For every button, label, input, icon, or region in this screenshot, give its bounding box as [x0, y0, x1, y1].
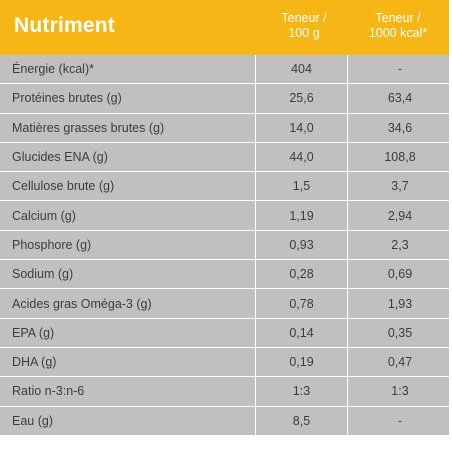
table-row: Ratio n-3:n-6 1:3 1:3	[0, 377, 452, 407]
header-col2-line1: Teneur /	[375, 11, 421, 25]
table-row: Acides gras Oméga-3 (g) 0,78 1,93	[0, 289, 452, 319]
row-label: Glucides ENA (g)	[12, 150, 108, 165]
value-per-100g: 14,0	[255, 113, 347, 142]
value-per-100g: 1,5	[255, 172, 347, 201]
row-label: Calcium (g)	[12, 208, 76, 223]
value-per-100g: 8,5	[255, 406, 347, 435]
row-label: Énergie (kcal)*	[12, 62, 94, 77]
value-per-1000kcal: 1:3	[347, 377, 452, 406]
row-label: Cellulose brute (g)	[12, 179, 115, 194]
value-per-1000kcal: 3,7	[347, 172, 452, 201]
value-per-1000kcal: 0,35	[347, 318, 452, 347]
header-nutriment: Nutriment	[14, 14, 115, 37]
table-row: Phosphore (g) 0,93 2,3	[0, 230, 452, 261]
row-label: Eau (g)	[12, 413, 53, 428]
table-row: Calcium (g) 1,19 2,94	[0, 201, 452, 231]
value-per-100g: 0,28	[255, 260, 347, 289]
row-label: Phosphore (g)	[12, 237, 92, 252]
value-per-100g: 404	[255, 55, 347, 84]
value-per-1000kcal: 108,8	[347, 142, 452, 172]
value-per-1000kcal: 2,94	[347, 201, 452, 230]
row-label: EPA (g)	[12, 325, 55, 340]
value-per-1000kcal: 63,4	[347, 84, 452, 113]
value-per-1000kcal: 0,47	[347, 347, 452, 377]
right-border	[449, 0, 452, 452]
header-col2-line2: 1000 kcal*	[368, 26, 428, 40]
header-col1-line1: Teneur /	[281, 11, 327, 25]
header-per-100g: Teneur / 100 g	[254, 11, 354, 41]
row-label: Matières grasses brutes (g)	[12, 120, 165, 135]
row-label: DHA (g)	[12, 355, 57, 370]
value-per-1000kcal: 34,6	[347, 113, 452, 142]
row-label: Protéines brutes (g)	[12, 91, 122, 106]
table-row: EPA (g) 0,14 0,35	[0, 318, 452, 348]
value-per-100g: 44,0	[255, 142, 347, 172]
value-per-100g: 25,6	[255, 84, 347, 113]
row-label: Sodium (g)	[12, 267, 74, 282]
table-row: Énergie (kcal)* 404-	[0, 55, 452, 85]
value-per-100g: 1:3	[255, 377, 347, 406]
table-body: Énergie (kcal)* 404- Protéines brutes (g) 2…	[0, 55, 452, 436]
table-row: Glucides ENA (g) 44,0 108,8	[0, 142, 452, 173]
value-per-100g: 0,78	[255, 289, 347, 318]
table-row: DHA (g) 0,19 0,47	[0, 347, 452, 378]
value-per-1000kcal: -	[347, 406, 452, 435]
table-header: Nutriment Teneur / 100 g Teneur / 1000 k…	[0, 0, 452, 55]
value-per-1000kcal: -	[347, 55, 452, 84]
value-per-100g: 1,19	[255, 201, 347, 230]
row-label: Acides gras Oméga-3 (g)	[12, 296, 152, 311]
table-row: Cellulose brute (g) 1,5 3,7	[0, 172, 452, 202]
value-per-1000kcal: 1,93	[347, 289, 452, 318]
header-col1-line2: 100 g	[288, 26, 320, 40]
header-per-1000kcal: Teneur / 1000 kcal*	[348, 11, 448, 41]
row-label: Ratio n-3:n-6	[12, 384, 85, 399]
value-per-100g: 0,14	[255, 318, 347, 347]
table-row: Sodium (g) 0,28 0,69	[0, 260, 452, 290]
value-per-1000kcal: 2,3	[347, 230, 452, 260]
value-per-1000kcal: 0,69	[347, 260, 452, 289]
table-row: Eau (g) 8,5-	[0, 406, 452, 436]
table-row: Protéines brutes (g) 25,6 63,4	[0, 84, 452, 114]
value-per-100g: 0,19	[255, 347, 347, 377]
table-row: Matières grasses brutes (g) 14,0 34,6	[0, 113, 452, 143]
value-per-100g: 0,93	[255, 230, 347, 260]
